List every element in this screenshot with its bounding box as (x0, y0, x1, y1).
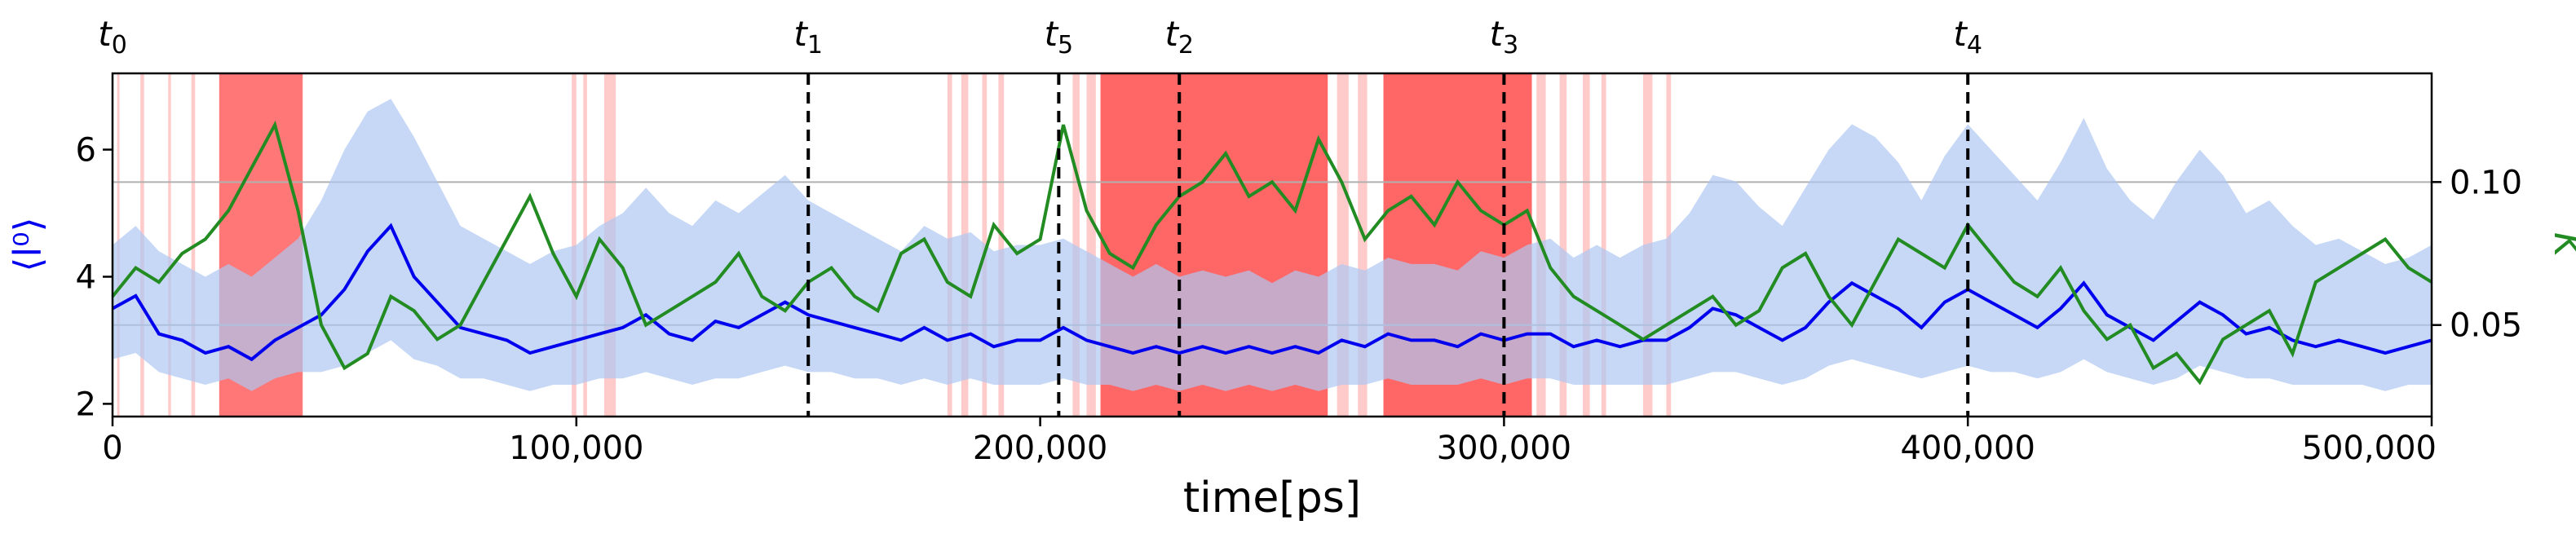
left-y-tick-label-2: 6 (76, 132, 96, 170)
time-marker-label-1: t1 (793, 14, 823, 60)
time-marker-label-2: t2 (1164, 14, 1194, 60)
highlight-flicker-18 (1601, 73, 1606, 417)
time-marker-letter: t (1953, 14, 1968, 54)
highlight-flicker-2 (168, 73, 171, 417)
x-tick-label-0: 0 (102, 430, 122, 467)
x-tick-label-3: 300,000 (1437, 430, 1571, 467)
time-markers: t0 t1 t5 t2 t3 t4 (98, 14, 1982, 417)
left-y-tick-label-0: 2 (76, 386, 96, 423)
k-series-line (111, 120, 2433, 386)
time-marker-letter: t (1045, 14, 1059, 54)
x-tick-label-4: 400,000 (1900, 430, 2035, 467)
highlight-flicker-12 (1086, 73, 1096, 417)
highlight-flicker-17 (1583, 73, 1590, 417)
highlight-flicker-16 (1559, 73, 1567, 417)
highlight-flicker-14 (1358, 73, 1368, 417)
mean-series-line (112, 223, 2432, 362)
left-y-axis-label: ⟨l⁰⟩ (6, 217, 50, 271)
spread-band (113, 99, 2432, 391)
time-marker-subscript: 3 (1503, 31, 1518, 60)
right-y-tick-label-0: 0.05 (2450, 307, 2522, 345)
x-axis: 0 100,000 200,000 300,000 400,000 500,000 (102, 417, 2437, 467)
time-marker-letter: t (1164, 14, 1179, 54)
time-marker-label-0: t0 (98, 14, 127, 60)
right-y-tick-label-1: 0.10 (2450, 164, 2522, 201)
time-marker-letter: t (98, 14, 113, 54)
right-y-axis-label: K (2546, 232, 2576, 260)
time-marker-subscript: 4 (1967, 31, 1982, 60)
highlight-flicker-4 (572, 73, 577, 417)
x-tick-label-5: 500,000 (2302, 430, 2437, 467)
left-y-axis: 2 4 6 (76, 132, 113, 423)
x-tick-label-1: 100,000 (509, 430, 643, 467)
highlight-flicker-10 (998, 73, 1005, 417)
right-y-axis: 0.05 0.10 (2432, 164, 2522, 345)
time-marker-subscript: 1 (807, 31, 823, 60)
x-axis-label: time[ps] (1183, 474, 1361, 523)
time-marker-label-5: t5 (1045, 14, 1074, 60)
time-marker-label-3: t3 (1490, 14, 1519, 60)
plot-frame (111, 72, 2433, 418)
left-y-tick-label-1: 4 (76, 258, 96, 296)
time-marker-letter: t (1490, 14, 1505, 54)
x-tick-label-2: 200,000 (973, 430, 1107, 467)
highlight-flicker-11 (1072, 73, 1080, 417)
time-marker-subscript: 0 (112, 31, 127, 60)
time-marker-subscript: 5 (1058, 31, 1073, 60)
time-marker-subscript: 2 (1178, 31, 1194, 60)
time-marker-label-4: t4 (1953, 14, 1982, 60)
time-marker-letter: t (793, 14, 808, 54)
